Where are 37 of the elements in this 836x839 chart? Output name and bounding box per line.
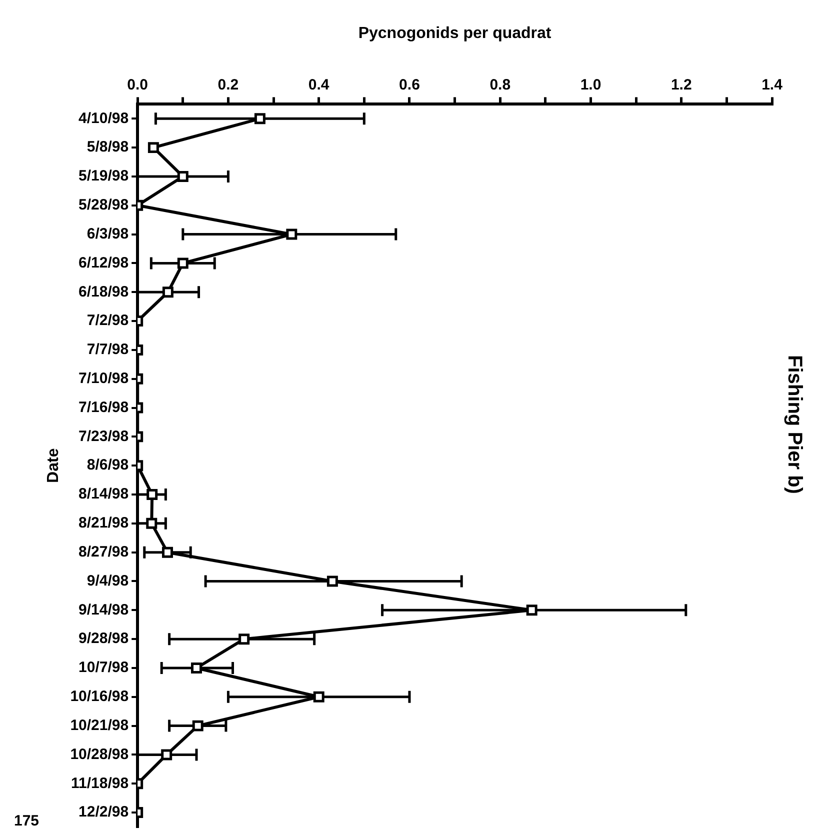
- y-tick-label: 8/14/98: [78, 486, 129, 503]
- y-axis-title: Date: [45, 448, 62, 483]
- y-tick-label: 7/23/98: [78, 428, 129, 445]
- y-tick-label: 12/2/98: [78, 804, 129, 821]
- y-tick-label: 5/8/98: [86, 138, 129, 156]
- x-tick-label: 1.2: [670, 76, 692, 94]
- x-tick-label: 1.4: [762, 76, 784, 94]
- y-tick-label: 9/4/98: [86, 572, 129, 590]
- x-axis-title: Pycnogonids per quadrat: [358, 25, 552, 42]
- x-tick-label: 0.2: [218, 76, 239, 94]
- x-tick-label: 0.0: [127, 76, 148, 94]
- y-tick-label: 10/28/98: [70, 746, 129, 763]
- y-tick-label: 8/21/98: [78, 514, 129, 532]
- y-tick-label: 6/12/98: [78, 254, 129, 272]
- y-tick-label: 7/7/98: [86, 341, 129, 358]
- y-tick-label: 7/16/98: [78, 398, 129, 416]
- x-tick-label: 1.0: [580, 76, 602, 94]
- y-tick-label: 11/18/98: [71, 774, 129, 792]
- y-tick-label: 10/21/98: [70, 716, 129, 734]
- x-tick-label: 0.6: [399, 76, 420, 94]
- y-tick-label: 10/16/98: [70, 688, 129, 706]
- y-tick-label: 4/10/98: [78, 110, 129, 127]
- y-tick-label: 10/7/98: [78, 659, 129, 676]
- y-tick-label: 6/3/98: [86, 225, 129, 242]
- y-tick-label: 7/10/98: [78, 370, 129, 388]
- x-tick-label: 0.4: [308, 76, 330, 94]
- text: Fishing Pier b): [783, 355, 806, 494]
- y-tick-label: 9/14/98: [78, 601, 129, 618]
- y-tick-label: 5/28/98: [78, 196, 129, 214]
- y-tick-label: 8/6/98: [86, 456, 129, 474]
- y-tick-label: 7/2/98: [86, 312, 129, 330]
- y-tick-label: 6/18/98: [78, 283, 129, 300]
- y-tick-label: 8/27/98: [78, 543, 129, 560]
- y-tick-label: 9/28/98: [78, 630, 129, 648]
- y-tick-label: 5/19/98: [78, 168, 129, 185]
- x-tick-label: 0.8: [490, 76, 511, 94]
- text: 175: [14, 812, 40, 830]
